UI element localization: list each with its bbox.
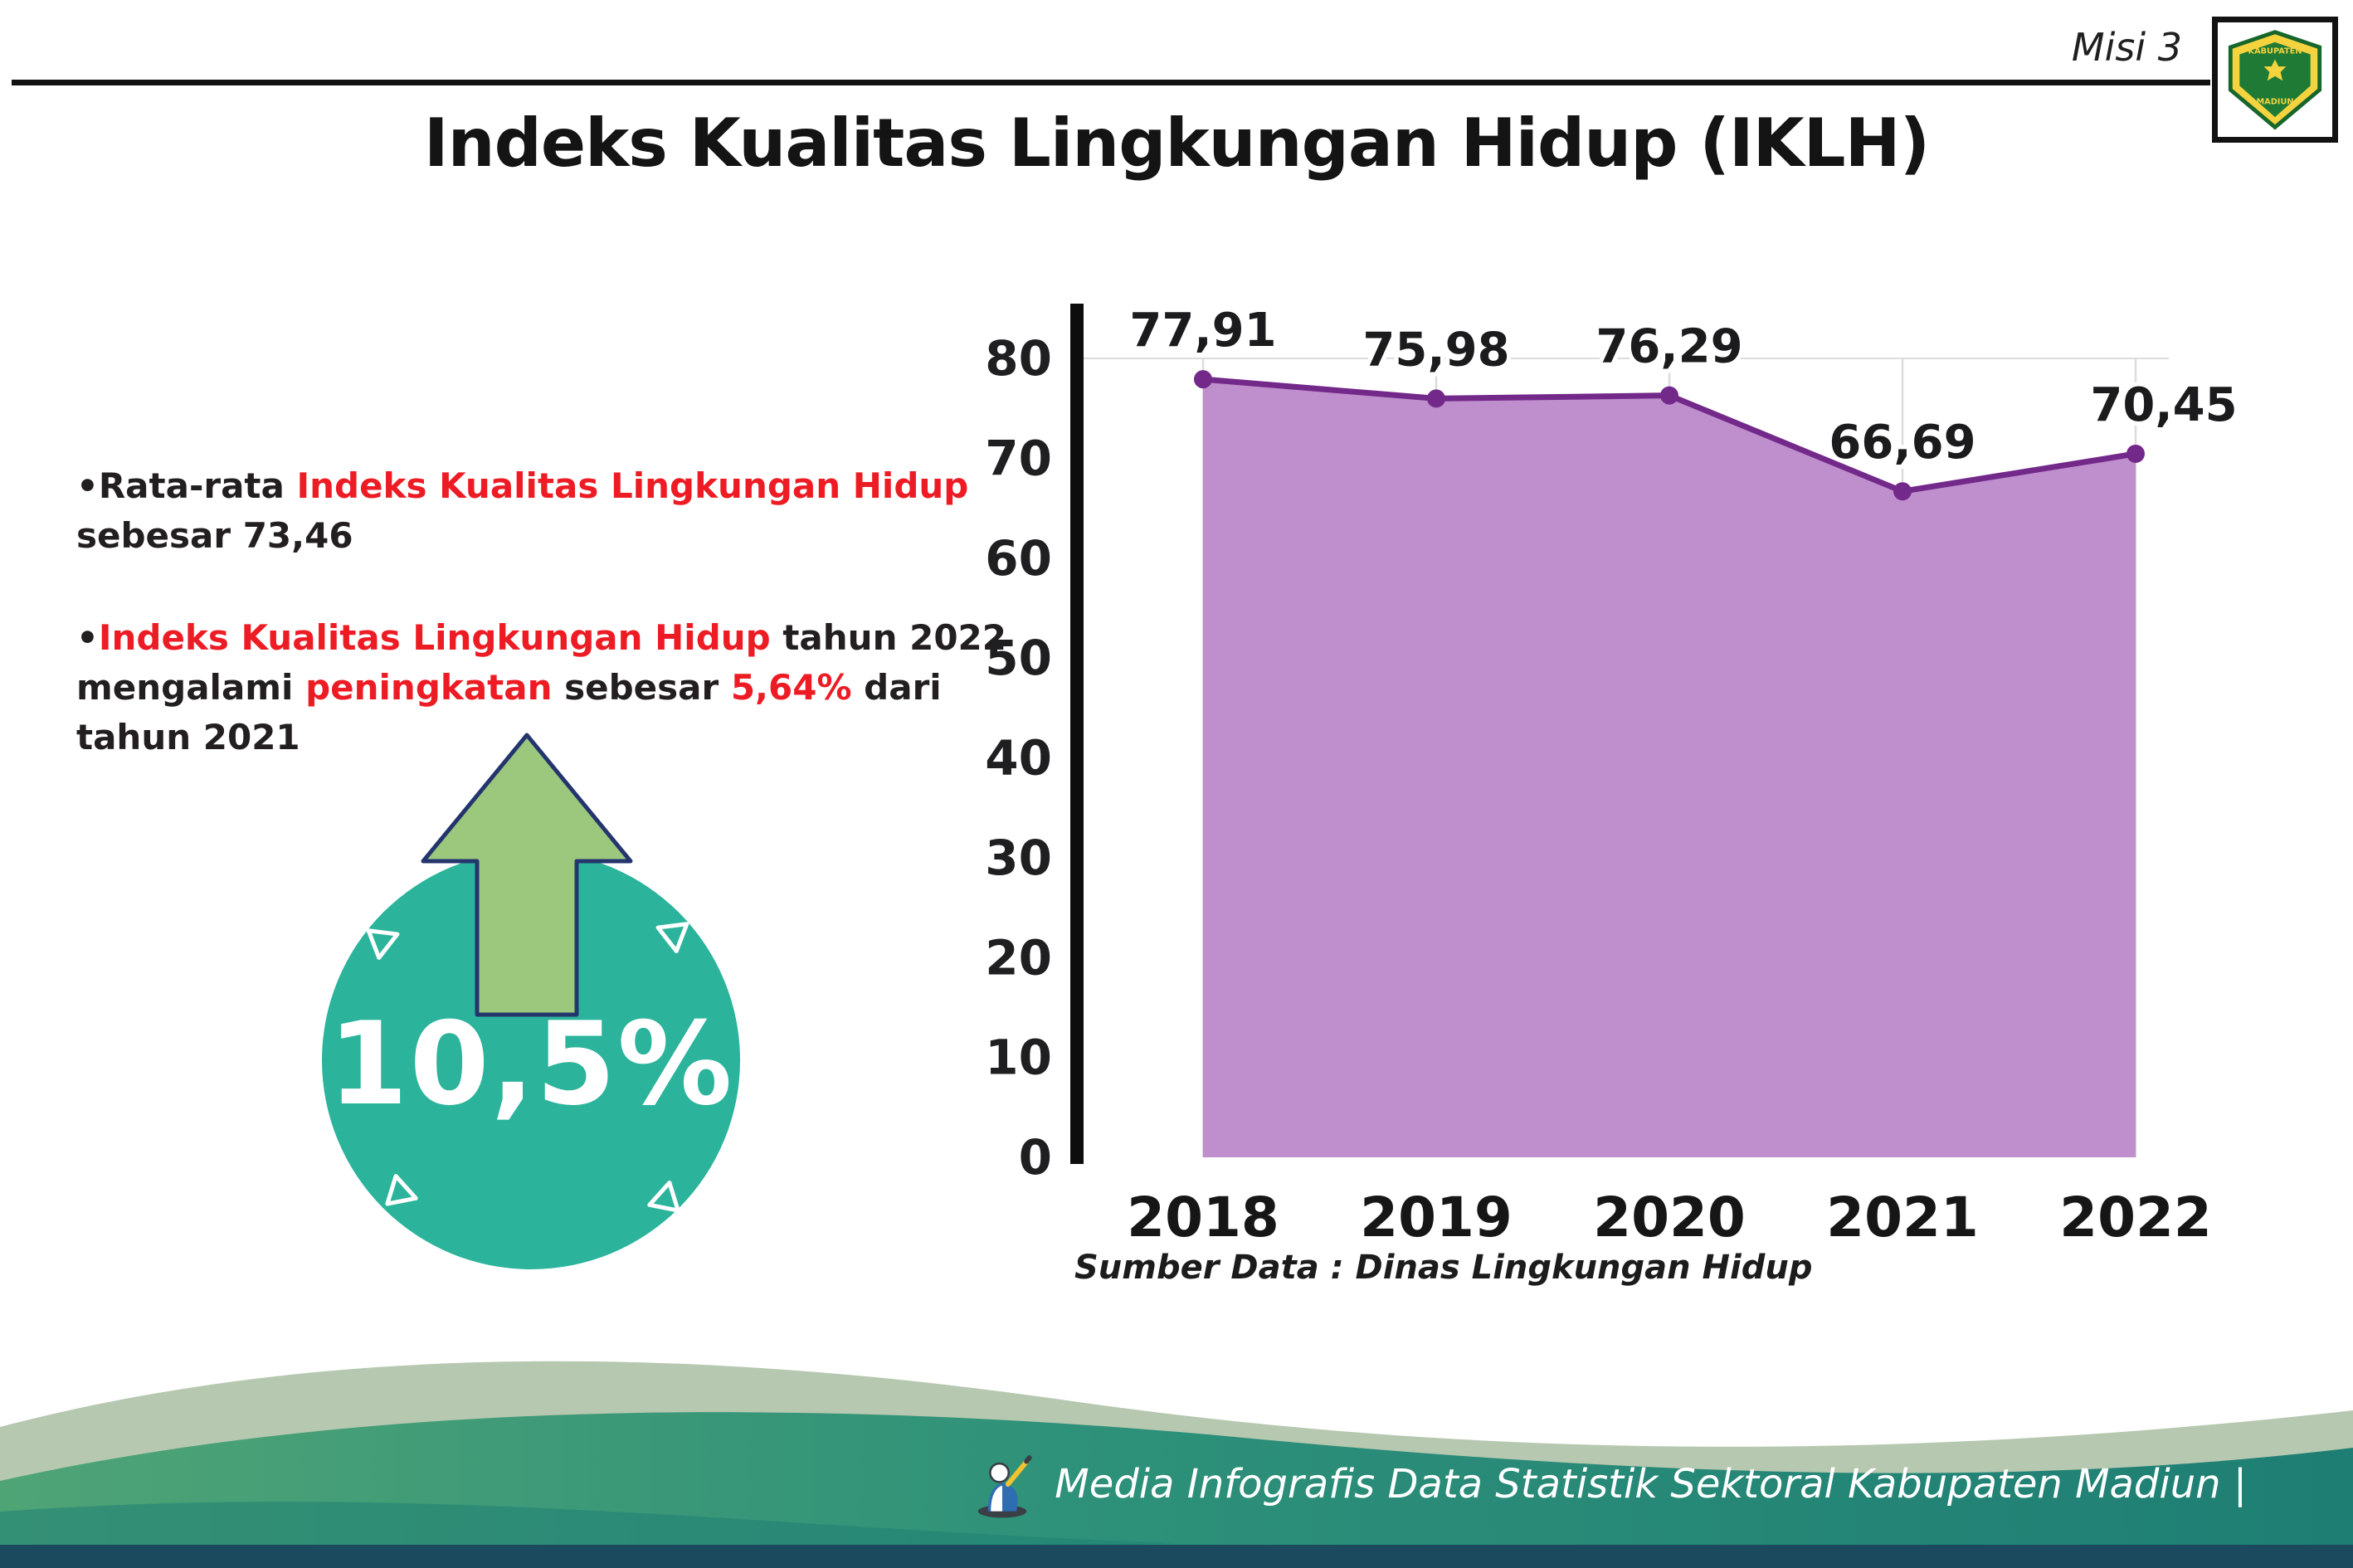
crest-bottom-text: MADIUN (2256, 97, 2293, 106)
y-tick-label: 80 (985, 330, 1052, 387)
data-point-label: 77,91 (1129, 304, 1276, 358)
data-point (1194, 370, 1212, 389)
bullet-text-segment: sebesar 73,46 (76, 514, 353, 556)
data-point (1893, 482, 1912, 501)
footer-caption-text: Media Infografis Data Statistik Sektoral… (1055, 1461, 2247, 1507)
data-point-label: 66,69 (1829, 416, 1975, 470)
bullet-list: •Rata-rata Indeks Kualitas Lingkungan Hi… (76, 461, 1047, 815)
misi-label: Misi 3 (2071, 25, 2182, 70)
kabupaten-madiun-logo: KABUPATEN MADIUN (2212, 17, 2338, 143)
bullet-item: •Indeks Kualitas Lingkungan Hidup tahun … (76, 613, 1047, 762)
crest-inner-shield (2239, 41, 2311, 118)
x-tick-label: 2021 (1826, 1186, 1979, 1249)
data-point (1660, 386, 1678, 405)
badge-triangle-icon (366, 928, 400, 960)
x-tick-label: 2018 (1127, 1186, 1279, 1249)
bullet-item: •Rata-rata Indeks Kualitas Lingkungan Hi… (76, 461, 1047, 560)
y-tick-label: 60 (985, 530, 1052, 587)
area-fill (1203, 379, 2136, 1157)
y-tick-label: 20 (985, 929, 1052, 986)
y-tick-label: 70 (985, 430, 1052, 486)
x-tick-label: 2020 (1593, 1186, 1746, 1249)
footer-caption: Media Infografis Data Statistik Sektoral… (967, 1449, 2247, 1520)
y-tick-label: 40 (985, 730, 1052, 786)
bullet-text-segment: • (76, 617, 99, 659)
footer-waves (0, 1361, 2353, 1568)
bullet-text-segment: Indeks Kualitas Lingkungan Hidup (98, 617, 771, 659)
badge-value: 10,5% (329, 997, 734, 1131)
data-point (2126, 444, 2145, 463)
badge-triangle-icon (647, 1181, 680, 1213)
mascot-icon (978, 1455, 1032, 1518)
header-rule (12, 80, 2210, 85)
iklh-area-chart: 77,91 75,98 76,29 66,69 70,45 0 10 20 30 40 50 60 70… (985, 299, 2241, 1249)
data-point (1427, 389, 1445, 408)
badge-triangle-icon (655, 922, 689, 953)
badge-triangle-icon (385, 1174, 418, 1206)
crest-star-icon (2263, 59, 2287, 81)
bullet-text-segment: tahun 2022 mengalami (76, 617, 1006, 708)
page-title: Indeks Kualitas Lingkungan Hidup (IKLH) (423, 105, 1930, 182)
badge-circle (322, 851, 740, 1269)
bullet-text-segment: peningkatan (305, 666, 553, 708)
y-tick-label: 30 (985, 830, 1052, 886)
source-note: Sumber Data : Dinas Lingkungan Hidup (1074, 1249, 1813, 1287)
crest-top-text: KABUPATEN (2248, 46, 2302, 56)
footer-bottom-strip (0, 1545, 2353, 1568)
x-tick-label: 2019 (1360, 1186, 1513, 1249)
y-tick-label: 10 (985, 1030, 1052, 1086)
bullet-text-segment: 5,64% (730, 666, 852, 708)
y-axis-bar (1070, 304, 1084, 1164)
bullet-text-segment: sebesar (552, 666, 731, 708)
bullet-text-segment: dari tahun 2021 (76, 666, 942, 757)
up-arrow-icon (421, 733, 633, 1017)
bullet-text-segment: Indeks Kualitas Lingkungan Hidup (296, 465, 969, 506)
data-point-label: 70,45 (2090, 378, 2237, 432)
y-tick-label: 50 (985, 630, 1052, 686)
kabupaten-madiun-crest-icon: KABUPATEN MADIUN (2228, 30, 2322, 130)
increase-badge: 10,5% (322, 733, 740, 1269)
data-point-label: 76,29 (1595, 320, 1742, 374)
x-tick-label: 2022 (2059, 1186, 2212, 1249)
y-tick-label: 0 (1019, 1129, 1052, 1186)
data-point-label: 75,98 (1362, 323, 1509, 377)
bullet-text-segment: •Rata-rata (76, 465, 297, 506)
